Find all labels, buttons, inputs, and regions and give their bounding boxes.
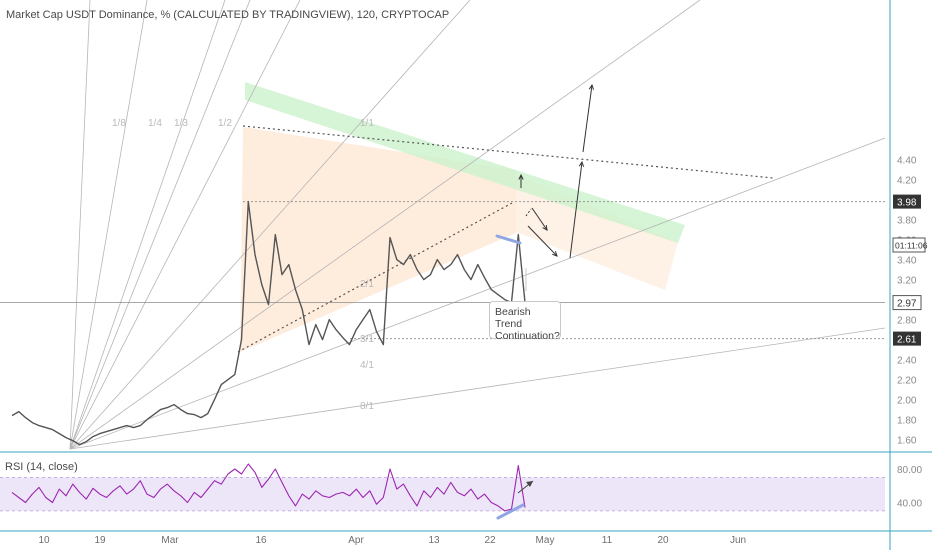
time-tick: Apr (348, 535, 364, 546)
gann-fan: 1/8 1/4 1/3 1/2 1/1 2/1 3/1 4/1 8/1 (69, 0, 886, 450)
time-tick: 11 (602, 535, 613, 546)
gann-fan-label: 3/1 (360, 334, 374, 345)
rsi-pane (0, 451, 932, 532)
price-tag-label: 3.98 (897, 198, 917, 209)
price-tick: 3.80 (897, 216, 917, 227)
time-tick: 22 (484, 535, 496, 546)
triangle-fill (240, 127, 516, 352)
projection-arrow-up-2-head (588, 83, 595, 90)
gann-fan-label: 2/1 (360, 279, 374, 290)
axes: 4.404.203.983.803.603.403.202.972.802.61… (38, 0, 928, 550)
price-tick: 1.60 (897, 436, 917, 447)
triangle-projection-fill (516, 175, 678, 290)
projection-arrow-up-1 (569, 161, 583, 259)
countdown-tag (892, 237, 926, 253)
price-tick: 1.80 (897, 416, 917, 427)
time-tick: Jun (730, 535, 746, 546)
time-tick: 16 (255, 535, 267, 546)
price-tag-label: 2.97 (897, 299, 917, 310)
price-tick: 2.00 (897, 396, 917, 407)
time-tick: Mar (161, 535, 179, 546)
price-tick: 2.80 (897, 316, 917, 327)
level-lines (0, 201, 885, 340)
gann-fan-line (69, 0, 471, 450)
price-tag-label: 2.61 (897, 335, 917, 346)
gann-fan-label: 1/3 (174, 118, 188, 129)
projection-arrow-down-2-head (552, 251, 558, 257)
rsi-title: RSI (14, close) (5, 461, 78, 473)
gann-fan-line (69, 0, 251, 450)
rsi-tick: 80.00 (897, 465, 922, 476)
price-line (11, 200, 526, 446)
gann-fan-label: 8/1 (360, 401, 374, 412)
gann-fan-label: 1/2 (218, 118, 232, 129)
gann-fan-line (69, 0, 148, 450)
price-low-marker (495, 234, 522, 245)
gann-fan-label: 4/1 (360, 360, 374, 371)
gann-fan-line (69, 137, 886, 450)
gann-fan-line (69, 0, 91, 450)
price-tick: 3.20 (897, 276, 917, 287)
price-tick: 2.40 (897, 356, 917, 367)
projection-arrow-down-1 (531, 207, 548, 231)
trend-drawings (237, 83, 774, 353)
time-tick: 20 (657, 535, 669, 546)
price-tag (892, 295, 922, 311)
drawing-layer (240, 82, 685, 352)
gann-fan-line (69, 0, 226, 450)
time-tick: 13 (428, 535, 440, 546)
price-series (11, 200, 526, 446)
projection-arrow-up-2 (582, 84, 593, 153)
ascending-trendline (237, 202, 513, 353)
gann-fan-label: 1/4 (148, 118, 162, 129)
price-tag (893, 194, 921, 209)
time-tick: May (536, 535, 555, 546)
price-tick: 4.40 (897, 156, 917, 167)
annotation-line-1: Bearish Trend (495, 306, 531, 330)
gann-fan-line (69, 0, 701, 450)
annotation-line-2: Continuation? (495, 330, 560, 342)
projection-arrow-down-1-head (542, 224, 548, 231)
rsi-band (0, 477, 885, 511)
projection-arrow-down-2 (527, 225, 558, 257)
gann-fan-line (69, 0, 301, 450)
price-tag (893, 331, 921, 346)
gann-fan-label: 1/1 (360, 118, 374, 129)
projection-arrow-up-1-head (578, 160, 585, 167)
price-tick: 4.20 (897, 176, 917, 187)
countdown-label: 01:11:06 (895, 241, 928, 251)
descending-trendline (242, 125, 774, 179)
rsi-line (11, 463, 526, 512)
time-tick: 10 (38, 535, 50, 546)
rsi-arrow-head (526, 481, 533, 487)
price-tick: 2.20 (897, 376, 917, 387)
annotation-callout[interactable]: Bearish Trend Continuation? (489, 301, 561, 342)
projection-dotted (525, 208, 532, 217)
time-tick: 19 (94, 535, 106, 546)
projection-arrow-up-small-head (518, 173, 524, 180)
rsi-divergence-marker (496, 503, 525, 520)
gann-fan-line (69, 327, 886, 450)
rsi-tick: 40.00 (897, 499, 922, 510)
price-tick: 3.40 (897, 256, 917, 267)
chart-title: Market Cap USDT Dominance, % (CALCULATED… (6, 9, 450, 21)
green-channel (245, 82, 685, 243)
gann-fan-label: 1/8 (112, 118, 126, 129)
